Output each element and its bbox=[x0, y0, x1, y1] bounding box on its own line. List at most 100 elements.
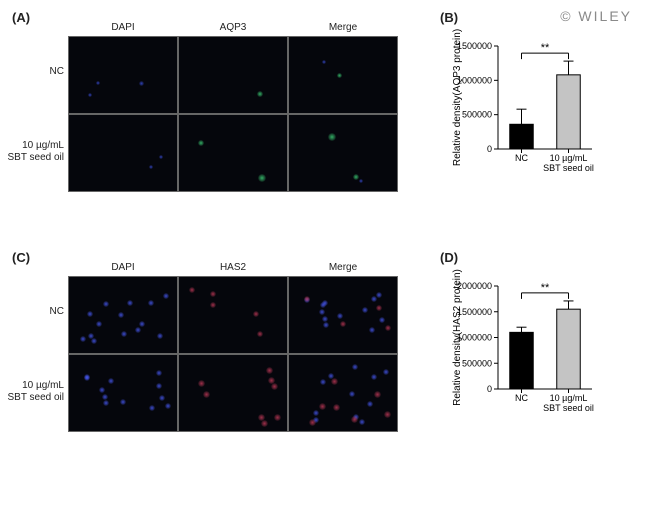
fluorescence-spot bbox=[84, 374, 90, 380]
fluorescence-spot bbox=[210, 291, 216, 297]
microscopy-cell bbox=[68, 354, 178, 432]
row-label-nc-c: NC bbox=[6, 306, 64, 318]
xtick-label: NC bbox=[515, 153, 528, 163]
fluorescence-spot bbox=[266, 367, 273, 374]
col-label-aqp3: AQP3 bbox=[178, 22, 288, 33]
fluorescence-spot bbox=[258, 174, 266, 182]
fluorescence-spot bbox=[149, 405, 155, 411]
col-label-dapi-c: DAPI bbox=[68, 262, 178, 273]
fluorescence-spot bbox=[322, 60, 326, 64]
microscopy-cell bbox=[68, 276, 178, 354]
fluorescence-spot bbox=[384, 411, 391, 418]
fluorescence-spot bbox=[159, 155, 163, 159]
fluorescence-spot bbox=[253, 311, 259, 317]
fluorescence-spot bbox=[103, 400, 109, 406]
ytick-label: 0 bbox=[487, 384, 492, 394]
fluorescence-spot bbox=[257, 331, 263, 337]
fluorescence-spot bbox=[108, 378, 114, 384]
fluorescence-spot bbox=[203, 391, 210, 398]
fluorescence-spot bbox=[159, 395, 165, 401]
fluorescence-spot bbox=[383, 369, 389, 375]
fluorescence-spot bbox=[304, 296, 310, 302]
fluorescence-spot bbox=[313, 410, 319, 416]
col-label-has2: HAS2 bbox=[178, 262, 288, 273]
fluorescence-spot bbox=[367, 401, 373, 407]
fluorescence-spot bbox=[135, 327, 141, 333]
fluorescence-spot bbox=[210, 302, 216, 308]
fluorescence-spot bbox=[149, 165, 153, 169]
col-label-merge-a: Merge bbox=[288, 22, 398, 33]
fluorescence-spot bbox=[374, 391, 381, 398]
fluorescence-spot bbox=[379, 317, 385, 323]
microscopy-cell bbox=[178, 114, 288, 192]
microscopy-cell bbox=[288, 36, 398, 114]
fluorescence-spot bbox=[353, 174, 359, 180]
fluorescence-spot bbox=[331, 378, 338, 385]
fluorescence-spot bbox=[88, 93, 92, 97]
fluorescence-spot bbox=[198, 140, 204, 146]
bar bbox=[557, 309, 581, 389]
microscopy-cell bbox=[178, 36, 288, 114]
microscopy-cell bbox=[178, 276, 288, 354]
fluorescence-spot bbox=[127, 300, 133, 306]
fluorescence-spot bbox=[320, 302, 326, 308]
xtick-label: SBT seed oil bbox=[543, 403, 594, 413]
fluorescence-spot bbox=[271, 383, 278, 390]
fluorescence-spot bbox=[320, 379, 326, 385]
fluorescence-spot bbox=[362, 307, 368, 313]
fluorescence-spot bbox=[102, 394, 108, 400]
panel-a-grid bbox=[68, 36, 398, 192]
figure-root: © WILEY (A) DAPI AQP3 Merge NC 10 µg/mL … bbox=[0, 0, 650, 505]
microscopy-cell bbox=[68, 114, 178, 192]
fluorescence-spot bbox=[80, 336, 86, 342]
fluorescence-spot bbox=[328, 133, 336, 141]
xtick-label: NC bbox=[515, 393, 528, 403]
fluorescence-spot bbox=[148, 300, 154, 306]
microscopy-cell bbox=[288, 354, 398, 432]
fluorescence-spot bbox=[163, 293, 169, 299]
ytick-label: 0 bbox=[487, 144, 492, 154]
fluorescence-spot bbox=[198, 380, 205, 387]
panel-d-chart: 0500000100000015000002000000NC10 µg/mLSB… bbox=[448, 268, 598, 433]
fluorescence-spot bbox=[323, 322, 329, 328]
fluorescence-spot bbox=[91, 338, 97, 344]
fluorescence-spot bbox=[139, 81, 144, 86]
fluorescence-spot bbox=[322, 316, 328, 322]
bar-chart-svg: 050000010000001500000NC10 µg/mLSBT seed … bbox=[448, 28, 598, 193]
fluorescence-spot bbox=[96, 321, 102, 327]
fluorescence-spot bbox=[156, 370, 162, 376]
panel-c-row-nc bbox=[68, 276, 398, 354]
row-label-treat-c: 10 µg/mL SBT seed oil bbox=[6, 380, 64, 404]
fluorescence-spot bbox=[319, 309, 325, 315]
fluorescence-spot bbox=[156, 383, 162, 389]
watermark: © WILEY bbox=[560, 8, 632, 24]
row-label-nc-a: NC bbox=[6, 66, 64, 78]
bar bbox=[557, 75, 581, 149]
bar bbox=[510, 124, 534, 149]
fluorescence-spot bbox=[349, 391, 355, 397]
fluorescence-spot bbox=[121, 331, 127, 337]
fluorescence-spot bbox=[351, 416, 358, 423]
panel-a-row-treated bbox=[68, 114, 398, 192]
panel-a-label: (A) bbox=[12, 10, 30, 25]
fluorescence-spot bbox=[165, 403, 171, 409]
fluorescence-spot bbox=[352, 364, 358, 370]
sig-label: ** bbox=[541, 42, 550, 54]
fluorescence-spot bbox=[337, 73, 342, 78]
fluorescence-spot bbox=[319, 403, 326, 410]
panel-c-label: (C) bbox=[12, 250, 30, 265]
fluorescence-spot bbox=[376, 305, 382, 311]
fluorescence-spot bbox=[257, 91, 263, 97]
xtick-label: 10 µg/mL bbox=[550, 153, 588, 163]
fluorescence-spot bbox=[99, 387, 105, 393]
fluorescence-spot bbox=[261, 420, 268, 427]
fluorescence-spot bbox=[189, 287, 195, 293]
xtick-label: 10 µg/mL bbox=[550, 393, 588, 403]
fluorescence-spot bbox=[118, 312, 124, 318]
fluorescence-spot bbox=[96, 81, 100, 85]
y-axis-title: Relative density(AQP3 protein) bbox=[452, 29, 463, 166]
microscopy-cell bbox=[288, 276, 398, 354]
fluorescence-spot bbox=[103, 301, 109, 307]
fluorescence-spot bbox=[340, 321, 346, 327]
xtick-label: SBT seed oil bbox=[543, 163, 594, 173]
